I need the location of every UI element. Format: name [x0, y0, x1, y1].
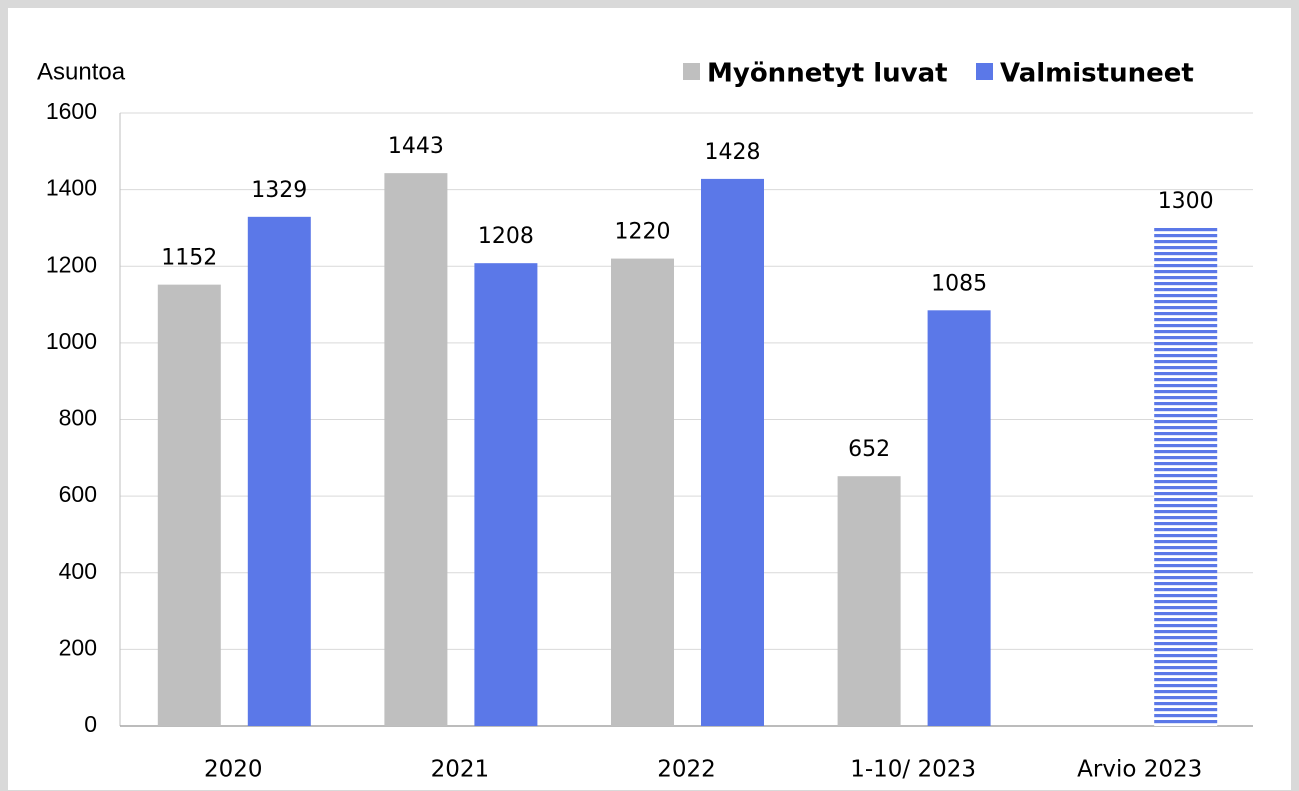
legend-label: Myönnetyt luvat [707, 59, 948, 89]
y-tick-label: 0 [84, 711, 97, 737]
data-label: 1208 [478, 224, 534, 249]
y-tick-label: 600 [59, 481, 97, 507]
bar [927, 310, 991, 726]
x-tick-label: 1-10/ 2023 [850, 757, 976, 783]
y-tick-label: 1200 [46, 251, 97, 277]
y-axis-label: Asuntoa [37, 58, 126, 85]
data-label: 1300 [1158, 189, 1214, 214]
bar [701, 178, 764, 726]
legend-swatch [683, 63, 700, 80]
data-label: 652 [848, 437, 890, 462]
data-label: 1443 [388, 134, 444, 159]
bar [611, 258, 674, 726]
x-tick-label: 2022 [657, 757, 716, 783]
data-label: 1220 [615, 220, 671, 245]
y-tick-label: 800 [59, 405, 97, 431]
legend-swatch [976, 63, 993, 80]
bar [1154, 227, 1218, 726]
bar [157, 284, 221, 726]
data-label: 1329 [251, 178, 307, 203]
data-label: 1428 [705, 140, 761, 165]
y-tick-label: 1600 [46, 98, 97, 124]
y-tick-label: 400 [59, 558, 97, 584]
y-tick-label: 200 [59, 634, 97, 660]
bar [474, 263, 538, 726]
x-tick-label: 2021 [431, 757, 490, 783]
y-tick-label: 1400 [46, 175, 97, 201]
legend-label: Valmistuneet [1000, 59, 1194, 89]
x-tick-label: 2020 [204, 757, 263, 783]
bar [837, 476, 901, 726]
x-tick-label: Arvio 2023 [1077, 757, 1202, 783]
bar [384, 173, 448, 726]
y-tick-label: 1000 [46, 328, 97, 354]
data-label: 1085 [931, 271, 987, 296]
data-label: 1152 [161, 246, 217, 271]
bar [247, 216, 311, 726]
